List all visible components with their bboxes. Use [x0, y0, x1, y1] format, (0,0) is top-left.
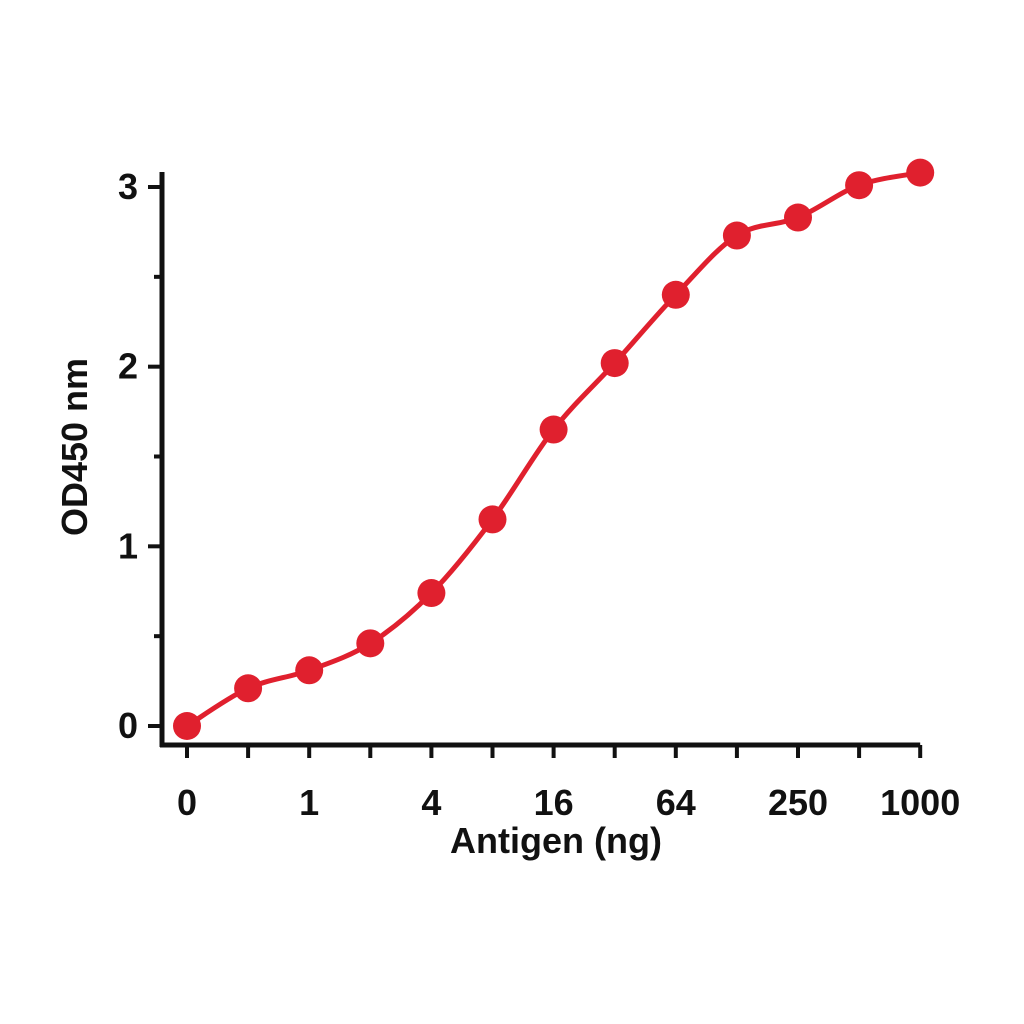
- x-tick-label: 1000: [880, 782, 960, 823]
- data-point: [539, 415, 568, 444]
- data-point: [356, 629, 385, 658]
- x-axis-title: Antigen (ng): [450, 820, 662, 861]
- x-tick-label: 250: [768, 782, 828, 823]
- data-point: [173, 712, 201, 740]
- x-tick-label: 64: [656, 782, 696, 823]
- data-point: [722, 221, 751, 250]
- data-point: [661, 280, 690, 309]
- y-tick-label: 2: [118, 346, 138, 387]
- data-point: [906, 158, 935, 187]
- series-curve: [184, 170, 923, 729]
- data-point: [234, 674, 263, 703]
- y-axis-title: OD450 nm: [54, 358, 95, 536]
- y-tick-label: 0: [118, 705, 138, 746]
- x-axis-ticks: 0 1 4 16 64 250 1000: [177, 745, 960, 823]
- x-tick-label: 1: [299, 782, 319, 823]
- y-tick-label: 3: [118, 166, 138, 207]
- series-points: [173, 158, 935, 740]
- data-point: [295, 656, 324, 685]
- x-tick-label: 0: [177, 782, 197, 823]
- y-axis-ticks: 0 1 2 3: [118, 166, 162, 746]
- axes: [159, 172, 921, 748]
- data-point: [478, 505, 507, 534]
- data-point: [845, 171, 874, 200]
- x-tick-label: 16: [534, 782, 574, 823]
- y-tick-label: 1: [118, 525, 138, 566]
- data-point: [600, 349, 629, 378]
- data-point: [417, 579, 446, 608]
- data-point: [784, 203, 812, 232]
- x-tick-label: 4: [421, 782, 441, 823]
